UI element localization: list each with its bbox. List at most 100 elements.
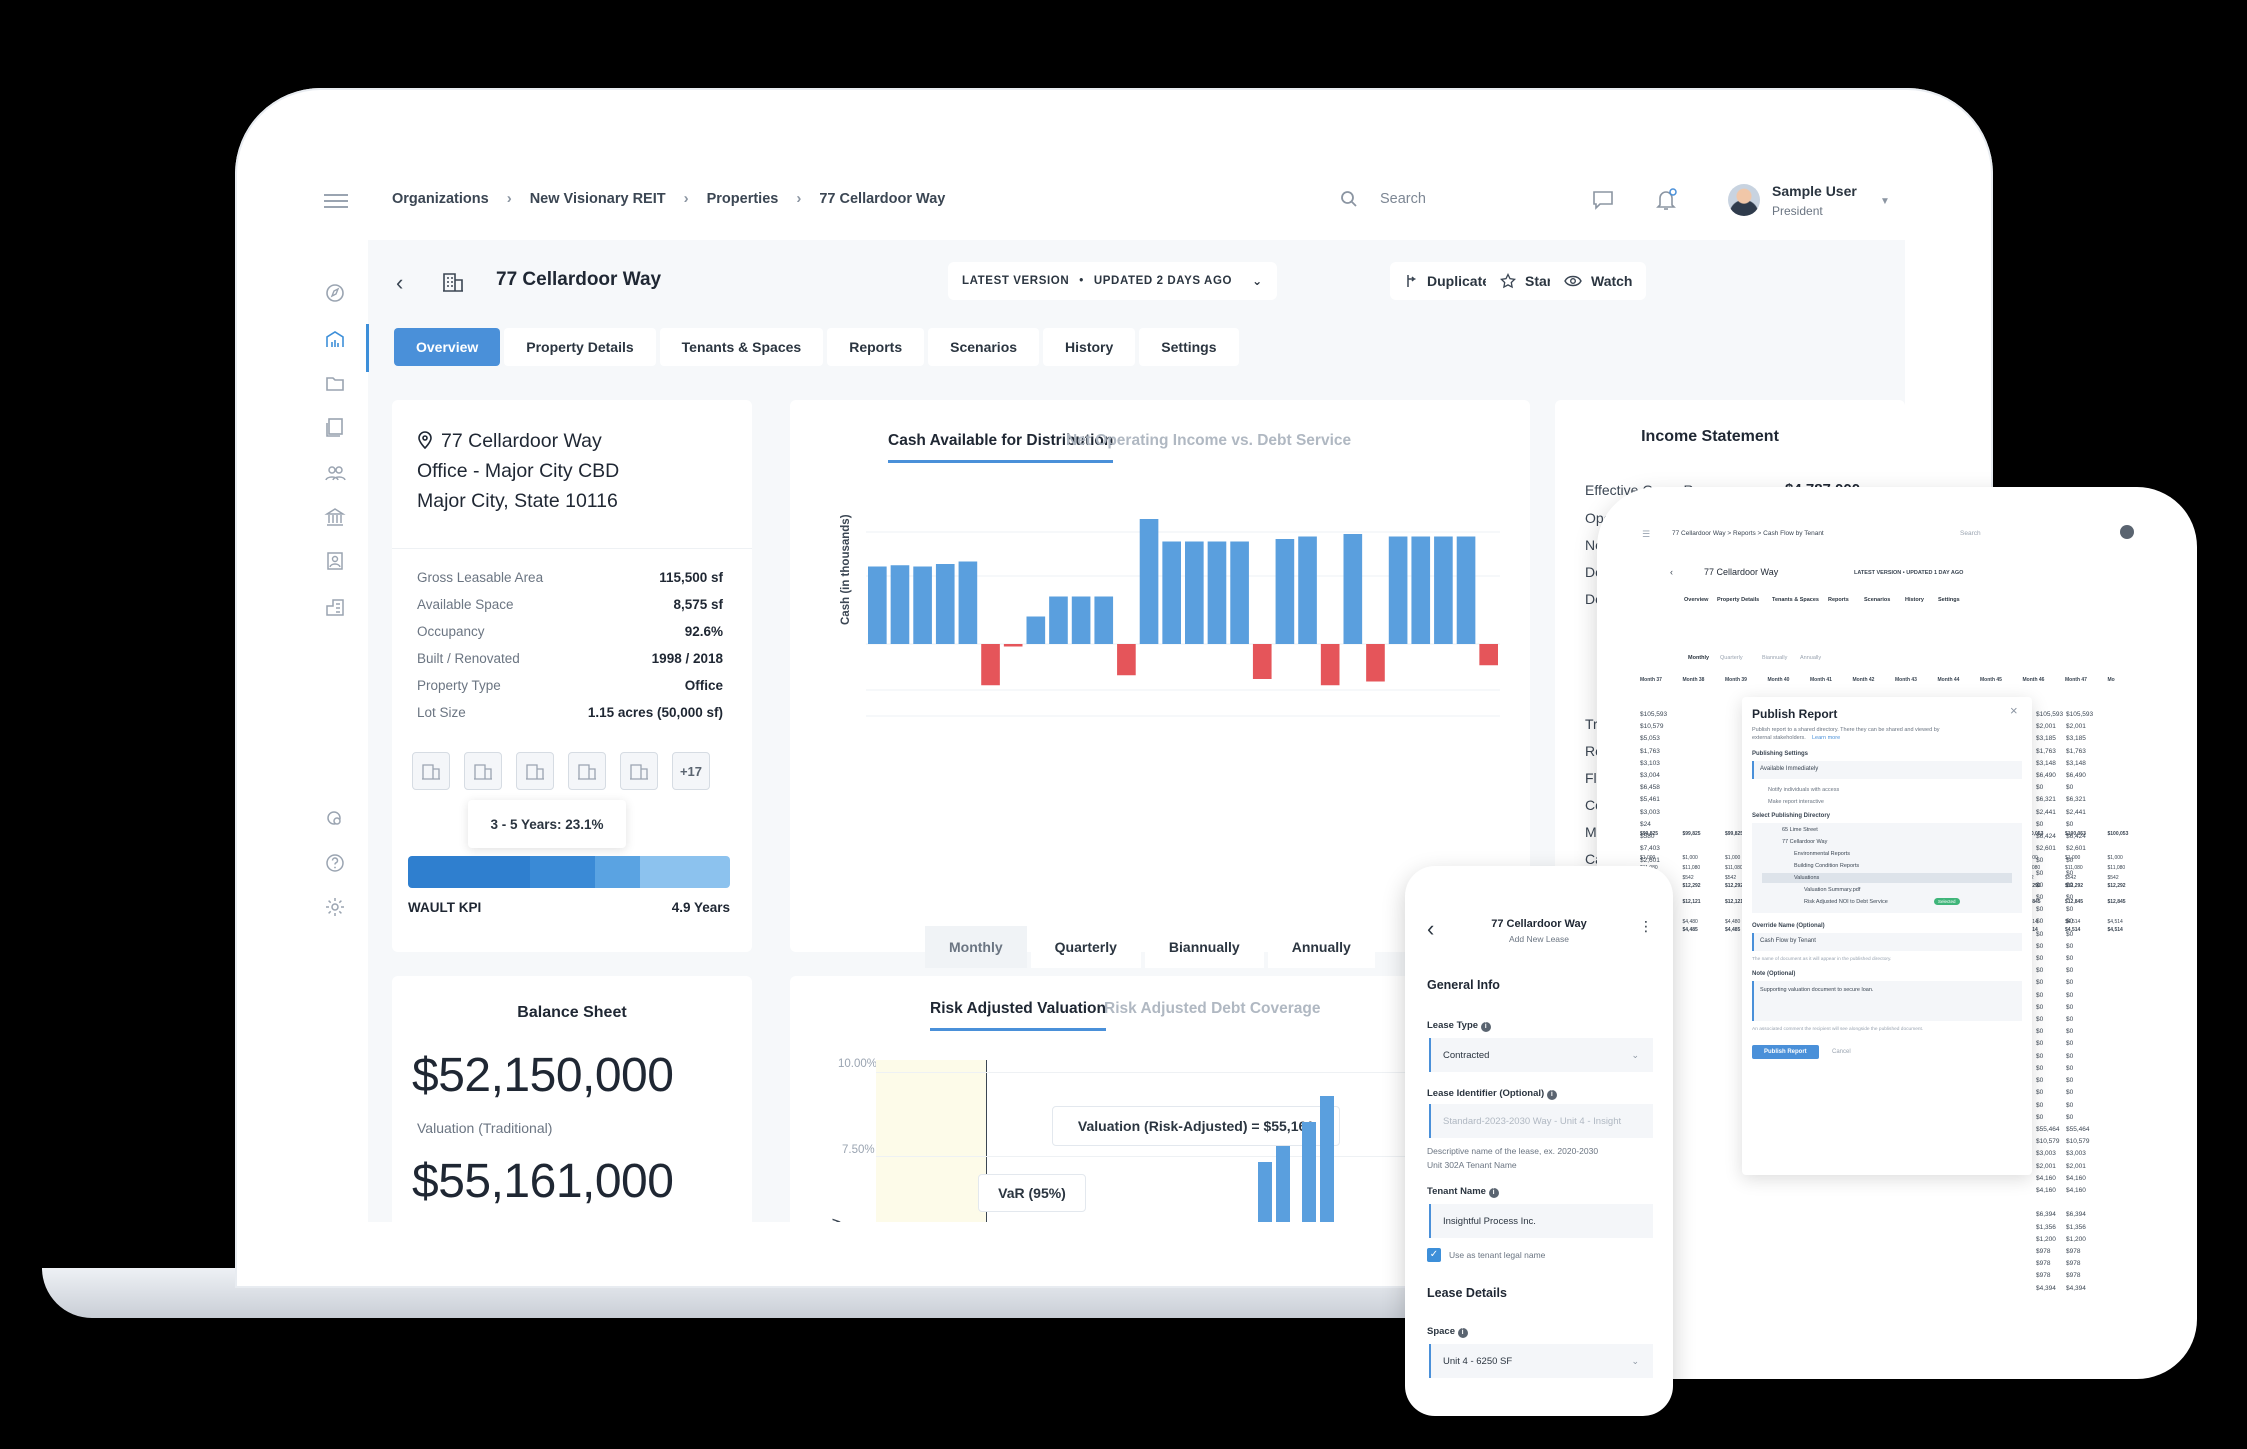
chart-bar[interactable] — [890, 565, 910, 644]
chart-bar[interactable] — [1275, 539, 1295, 644]
month-header[interactable]: Month 43 — [1895, 677, 1917, 683]
period-biannually[interactable]: Biannually — [1144, 926, 1264, 968]
learn-more-link[interactable]: Learn more — [1812, 735, 1841, 741]
table-cell[interactable]: $12,121 — [1725, 899, 1744, 905]
photo-thumbnail[interactable] — [620, 752, 658, 790]
publish-button[interactable]: Publish Report — [1752, 1045, 1819, 1059]
chart-bar[interactable] — [1185, 541, 1204, 645]
menu-icon[interactable]: ☰ — [1642, 529, 1651, 539]
table-cell[interactable]: $100,053 — [2065, 831, 2086, 837]
back-icon[interactable]: ‹ — [396, 270, 404, 295]
breadcrumb-properties[interactable]: Properties — [706, 190, 779, 207]
tablet-breadcrumb[interactable]: 77 Cellardoor Way > Reports > Cash Flow … — [1672, 530, 1824, 537]
chart-bar[interactable] — [1139, 519, 1159, 644]
chart-bar[interactable] — [1117, 644, 1136, 676]
portrait-icon[interactable] — [324, 550, 346, 572]
table-cell[interactable]: $542 — [2107, 875, 2119, 881]
search-box[interactable]: Search — [1340, 190, 1426, 208]
tab-scenarios[interactable]: Scenarios — [928, 328, 1040, 366]
chart-bar[interactable] — [1230, 541, 1249, 645]
tree-item[interactable]: Valuations — [1794, 875, 1820, 881]
chart-bar[interactable] — [868, 566, 887, 645]
search-placeholder[interactable]: Search — [1380, 191, 1426, 207]
chart-bar[interactable] — [1026, 616, 1046, 645]
table-cell[interactable]: $542 — [2065, 875, 2077, 881]
duplicate-button[interactable]: Duplicate — [1390, 262, 1505, 300]
table-cell[interactable]: $12,292 — [2065, 883, 2084, 889]
chart-bar[interactable] — [1071, 596, 1091, 645]
wault-segment[interactable] — [639, 856, 730, 888]
photo-thumbnail[interactable] — [464, 752, 502, 790]
chart-bar[interactable] — [1343, 534, 1363, 644]
tablet-tab[interactable]: Reports — [1828, 597, 1849, 603]
tenant-input[interactable]: Insightful Process Inc. — [1429, 1204, 1653, 1238]
table-cell[interactable]: $99,825 — [1640, 831, 1659, 837]
more-photos-button[interactable]: +17 — [672, 752, 710, 790]
tablet-period-tab[interactable]: Biannually — [1762, 655, 1788, 661]
bank-icon[interactable] — [324, 506, 346, 528]
chart-bar[interactable] — [935, 564, 955, 644]
table-cell[interactable]: $542 — [1682, 875, 1694, 881]
table-cell[interactable]: $4,480 — [1725, 919, 1741, 925]
table-cell[interactable]: $4,514 — [2065, 927, 2081, 933]
month-header[interactable]: Month 46 — [2022, 677, 2045, 683]
building-chart-icon[interactable] — [324, 328, 346, 350]
chevron-down-icon[interactable]: ▼ — [1880, 196, 1890, 207]
tab-noi-vs-debt[interactable]: Net Operating Income vs. Debt Service — [1066, 432, 1352, 449]
breadcrumb-organizations[interactable]: Organizations — [392, 190, 489, 207]
table-cell[interactable]: $99,825 — [1682, 831, 1701, 837]
back-icon[interactable]: ‹ — [1670, 567, 1673, 577]
version-selector[interactable]: LATEST VERSION • UPDATED 2 DAYS AGO ⌄ — [948, 262, 1277, 300]
chart-bar[interactable] — [1434, 536, 1453, 645]
tablet-version[interactable]: LATEST VERSION • UPDATED 1 DAY AGO — [1854, 570, 1964, 576]
tree-item[interactable]: 65 Lime Street — [1782, 827, 1818, 833]
month-header[interactable]: Month 47 — [2065, 677, 2087, 683]
period-annually[interactable]: Annually — [1267, 926, 1375, 968]
watch-button[interactable]: Watch — [1550, 262, 1647, 300]
table-cell[interactable]: $100,053 — [2022, 831, 2044, 837]
table-cell[interactable]: $1,000 — [1725, 855, 1741, 861]
table-cell[interactable]: $11,080 — [2107, 865, 2126, 871]
period-monthly[interactable]: Monthly — [925, 926, 1027, 968]
photo-thumbnail[interactable] — [412, 752, 450, 790]
tablet-search[interactable]: Search — [1960, 530, 1981, 537]
table-cell[interactable]: $1,000 — [2065, 855, 2081, 861]
photo-thumbnail[interactable] — [516, 752, 554, 790]
users-icon[interactable] — [324, 462, 346, 484]
month-header[interactable]: Month 41 — [1810, 677, 1832, 683]
month-header[interactable]: Month 44 — [1937, 677, 1960, 683]
tree-item[interactable]: Building Condition Reports — [1794, 863, 1860, 869]
bell-icon[interactable] — [1654, 188, 1678, 212]
chart-bar[interactable] — [958, 561, 978, 645]
cancel-button[interactable]: Cancel — [1832, 1049, 1851, 1055]
table-cell[interactable]: $4,514 — [2107, 919, 2123, 925]
lease-type-select[interactable]: Contracted ⌄ — [1429, 1038, 1653, 1072]
tablet-tab[interactable]: Scenarios — [1864, 597, 1891, 603]
month-header[interactable]: Month 38 — [1682, 677, 1705, 683]
wault-segment[interactable] — [530, 856, 595, 888]
tablet-period-tab[interactable]: Quarterly — [1720, 655, 1743, 661]
chart-bar[interactable] — [1366, 644, 1385, 682]
table-cell[interactable]: $4,514 — [2065, 919, 2081, 925]
table-cell[interactable]: $12,292 — [1682, 883, 1701, 889]
close-icon[interactable]: × — [2010, 703, 2018, 718]
property-icon[interactable] — [324, 596, 346, 618]
settings-search-icon[interactable] — [324, 808, 346, 830]
space-select[interactable]: Unit 4 - 6250 SF ⌄ — [1429, 1344, 1653, 1378]
chart-bar[interactable] — [981, 644, 1000, 686]
wault-segment[interactable] — [594, 856, 640, 888]
table-cell[interactable]: $4,485 — [1725, 927, 1741, 933]
tab-risk-adjusted-valuation[interactable]: Risk Adjusted Valuation — [930, 1000, 1106, 1031]
tab-overview[interactable]: Overview — [394, 328, 501, 366]
tablet-tab[interactable]: Property Details — [1717, 597, 1760, 603]
table-cell[interactable]: $100,053 — [2107, 831, 2129, 837]
month-header[interactable]: Month 42 — [1852, 677, 1875, 683]
photo-thumbnail[interactable] — [568, 752, 606, 790]
wault-bar[interactable] — [408, 856, 730, 888]
table-cell[interactable]: $4,485 — [1682, 927, 1698, 933]
month-header[interactable]: Month 39 — [1725, 677, 1747, 683]
chart-bar[interactable] — [1411, 536, 1431, 645]
chart-bar[interactable] — [1298, 536, 1317, 645]
reports-icon[interactable] — [324, 416, 346, 438]
tab-risk-adjusted-debt[interactable]: Risk Adjusted Debt Coverage — [1104, 1000, 1321, 1017]
